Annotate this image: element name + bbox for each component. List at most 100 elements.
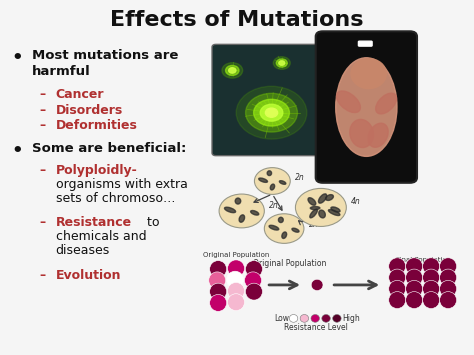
Ellipse shape bbox=[300, 315, 309, 322]
Ellipse shape bbox=[389, 269, 406, 286]
Circle shape bbox=[228, 68, 236, 73]
Ellipse shape bbox=[406, 291, 423, 308]
Text: Effects of Mutations: Effects of Mutations bbox=[110, 10, 364, 30]
Ellipse shape bbox=[336, 58, 397, 156]
Text: –: – bbox=[39, 104, 45, 116]
Ellipse shape bbox=[210, 294, 227, 311]
Ellipse shape bbox=[423, 291, 439, 308]
Ellipse shape bbox=[310, 207, 320, 209]
Ellipse shape bbox=[278, 217, 283, 223]
Circle shape bbox=[295, 189, 346, 226]
Ellipse shape bbox=[326, 195, 333, 201]
Text: Disorders: Disorders bbox=[55, 104, 123, 116]
Ellipse shape bbox=[292, 228, 299, 232]
Text: Some are beneficial:: Some are beneficial: bbox=[32, 142, 186, 155]
Circle shape bbox=[226, 65, 239, 76]
Text: diseases: diseases bbox=[55, 245, 110, 257]
Text: Resistance Level: Resistance Level bbox=[284, 323, 347, 332]
Ellipse shape bbox=[210, 283, 227, 300]
Text: –: – bbox=[39, 164, 45, 177]
Ellipse shape bbox=[209, 272, 226, 289]
Text: –: – bbox=[39, 88, 45, 101]
Ellipse shape bbox=[406, 269, 423, 286]
Ellipse shape bbox=[439, 258, 456, 275]
Ellipse shape bbox=[406, 280, 423, 297]
Text: •: • bbox=[12, 49, 23, 67]
Ellipse shape bbox=[439, 291, 456, 308]
FancyBboxPatch shape bbox=[358, 41, 372, 46]
Ellipse shape bbox=[289, 315, 298, 322]
Text: to: to bbox=[143, 216, 159, 229]
Ellipse shape bbox=[227, 271, 244, 288]
Circle shape bbox=[273, 57, 290, 69]
Ellipse shape bbox=[246, 283, 263, 300]
Circle shape bbox=[236, 86, 307, 139]
Ellipse shape bbox=[259, 178, 267, 182]
Ellipse shape bbox=[439, 269, 456, 286]
Ellipse shape bbox=[246, 261, 263, 278]
Text: Original Population: Original Population bbox=[254, 258, 327, 268]
Text: organisms with extra: organisms with extra bbox=[55, 178, 187, 191]
Ellipse shape bbox=[279, 181, 286, 184]
Ellipse shape bbox=[331, 207, 340, 212]
Ellipse shape bbox=[228, 294, 245, 311]
Ellipse shape bbox=[328, 209, 340, 215]
Ellipse shape bbox=[239, 215, 245, 222]
Ellipse shape bbox=[225, 207, 236, 213]
Text: 2n: 2n bbox=[295, 173, 305, 181]
Text: 2n: 2n bbox=[269, 201, 279, 211]
Text: 4n: 4n bbox=[351, 197, 361, 206]
Ellipse shape bbox=[389, 280, 406, 297]
Text: Resistance: Resistance bbox=[55, 216, 132, 229]
Text: –: – bbox=[39, 269, 45, 282]
Ellipse shape bbox=[322, 315, 330, 322]
Ellipse shape bbox=[351, 59, 386, 88]
Ellipse shape bbox=[235, 198, 241, 204]
Text: Original Population: Original Population bbox=[203, 252, 269, 258]
Circle shape bbox=[254, 99, 290, 126]
Ellipse shape bbox=[270, 184, 274, 190]
Ellipse shape bbox=[423, 280, 439, 297]
Ellipse shape bbox=[368, 123, 388, 147]
Circle shape bbox=[260, 104, 283, 121]
Ellipse shape bbox=[282, 232, 287, 239]
Ellipse shape bbox=[311, 279, 323, 290]
Ellipse shape bbox=[308, 198, 316, 205]
Ellipse shape bbox=[228, 260, 245, 277]
Ellipse shape bbox=[389, 291, 406, 308]
Ellipse shape bbox=[350, 119, 374, 148]
Ellipse shape bbox=[228, 283, 245, 299]
Text: Deformities: Deformities bbox=[55, 119, 137, 132]
Ellipse shape bbox=[269, 225, 279, 230]
Circle shape bbox=[279, 61, 285, 65]
Circle shape bbox=[255, 168, 290, 195]
Ellipse shape bbox=[210, 261, 227, 278]
Text: •: • bbox=[12, 142, 23, 160]
Ellipse shape bbox=[333, 315, 341, 322]
Circle shape bbox=[222, 63, 243, 78]
Ellipse shape bbox=[423, 269, 439, 286]
Ellipse shape bbox=[310, 209, 318, 218]
Circle shape bbox=[265, 108, 278, 117]
Ellipse shape bbox=[267, 171, 272, 176]
Circle shape bbox=[276, 59, 287, 67]
Circle shape bbox=[264, 214, 304, 244]
Ellipse shape bbox=[311, 315, 319, 322]
Ellipse shape bbox=[245, 272, 262, 289]
Text: –: – bbox=[39, 216, 45, 229]
Circle shape bbox=[246, 93, 297, 132]
Text: chemicals and: chemicals and bbox=[55, 230, 146, 243]
Text: High: High bbox=[343, 314, 360, 323]
Ellipse shape bbox=[251, 211, 259, 215]
Ellipse shape bbox=[376, 93, 397, 114]
FancyBboxPatch shape bbox=[316, 31, 417, 183]
Ellipse shape bbox=[389, 258, 406, 275]
Text: –: – bbox=[39, 119, 45, 132]
Text: 2n: 2n bbox=[309, 220, 319, 229]
Text: sets of chromoso…: sets of chromoso… bbox=[55, 192, 175, 205]
FancyBboxPatch shape bbox=[212, 44, 321, 155]
Ellipse shape bbox=[337, 91, 360, 113]
Text: Final Population: Final Population bbox=[395, 257, 451, 263]
Circle shape bbox=[219, 194, 264, 228]
Text: Most mutations are
harmful: Most mutations are harmful bbox=[32, 49, 178, 78]
